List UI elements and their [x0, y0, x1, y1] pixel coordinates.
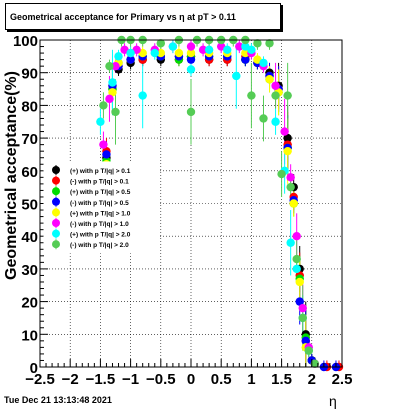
data-point — [253, 39, 262, 48]
data-point — [241, 55, 250, 64]
data-point — [295, 277, 304, 287]
data-point — [126, 48, 135, 58]
data-point — [111, 107, 120, 117]
data-point — [301, 336, 310, 346]
data-point — [286, 238, 295, 247]
data-point — [111, 61, 120, 71]
data-point — [235, 42, 244, 51]
data-point — [102, 150, 111, 159]
data-point — [126, 55, 135, 64]
data-point — [271, 91, 280, 100]
x-tick-label: 0 — [187, 371, 195, 388]
data-point — [298, 313, 307, 323]
y-tick-label: 80 — [21, 98, 38, 115]
data-point — [186, 42, 196, 51]
data-point — [289, 199, 298, 208]
y-tick-label: 20 — [21, 295, 38, 312]
x-tick-label: −2 — [62, 371, 79, 388]
data-point — [271, 81, 280, 90]
x-tick-label: −0.5 — [146, 371, 176, 388]
x-axis-label: η — [329, 393, 337, 409]
y-axis-label: Geometrical acceptance(%) — [3, 71, 20, 280]
data-point — [105, 61, 114, 71]
data-point — [277, 169, 286, 179]
data-point — [114, 52, 123, 61]
data-point — [156, 39, 165, 48]
legend-entry: (-) with p T/|q| > 2.0 — [70, 242, 129, 249]
y-tick-label: 10 — [21, 327, 38, 344]
data-point — [292, 232, 301, 241]
data-point — [186, 48, 196, 58]
data-point — [292, 254, 301, 264]
data-point — [295, 297, 304, 306]
data-point — [247, 91, 256, 100]
data-point — [186, 65, 196, 74]
data-point — [138, 91, 147, 100]
x-tick-label: −1 — [122, 371, 139, 388]
data-point — [108, 78, 117, 87]
axis-ticks: −2.5 −2 −1.5 −1 −0.5 0 0.5 1 1.5 2 2.5 0 10 20 30 40 50 6… — [13, 33, 352, 388]
y-tick-label: 60 — [21, 164, 38, 181]
data-points — [96, 35, 344, 372]
data-point — [259, 114, 268, 123]
data-point — [186, 55, 196, 64]
chart-title: Geometrical acceptance for Primary vs η … — [5, 3, 281, 30]
x-tick-label: 2 — [308, 371, 316, 388]
timestamp: Tue Dec 21 13:13:48 2021 — [4, 395, 112, 405]
legend-entry: (-) with p T/|q| > 1.0 — [70, 221, 129, 228]
data-point — [283, 146, 292, 156]
y-tick-label: 90 — [21, 66, 38, 83]
data-point — [96, 117, 105, 126]
y-tick-label: 40 — [21, 229, 38, 246]
x-tick-label: 2.5 — [332, 371, 353, 388]
data-point — [168, 42, 178, 51]
data-point — [99, 101, 108, 110]
y-tick-label: 30 — [21, 262, 38, 279]
data-point — [286, 173, 295, 182]
data-point — [310, 359, 320, 368]
data-point — [265, 39, 274, 48]
x-tick-label: −1.5 — [86, 371, 116, 388]
data-point — [150, 48, 159, 58]
legend-entry: (+) with p T/|q| > 0.1 — [70, 168, 131, 175]
data-point — [280, 127, 289, 136]
legend-entry: (-) with p T/|q| > 0.5 — [70, 200, 129, 207]
data-point — [298, 303, 307, 313]
legend-entry: (+) with p T/|q| > 1.0 — [70, 210, 131, 217]
data-point — [105, 94, 114, 104]
data-point — [271, 117, 280, 126]
data-point — [108, 88, 117, 97]
data-point — [99, 140, 108, 149]
data-point — [247, 45, 256, 55]
legend-entry: (-) with p T/|q| > 0.1 — [70, 179, 129, 186]
x-tick-label: −2.5 — [25, 371, 55, 388]
data-point — [223, 45, 232, 55]
data-point — [174, 48, 184, 58]
data-point — [283, 91, 292, 100]
data-point — [259, 58, 268, 68]
legend: (+) with p T/|q| > 0.1 (-) with p T/|q| >… — [43, 161, 159, 254]
y-tick-label: 0 — [30, 360, 38, 377]
data-point — [265, 75, 274, 84]
legend-box — [43, 161, 159, 254]
data-point — [286, 182, 295, 192]
data-point — [292, 264, 301, 274]
legend-entry: (+) with p T/|q| > 2.0 — [70, 232, 131, 239]
data-point — [283, 133, 292, 143]
data-point — [204, 45, 214, 55]
legend-entry: (+) with p T/|q| > 0.5 — [70, 189, 131, 196]
data-point — [186, 107, 196, 117]
data-point — [304, 346, 313, 355]
y-tick-label: 70 — [21, 131, 38, 148]
data-point — [232, 71, 241, 81]
x-tick-label: 1 — [247, 371, 255, 388]
y-tick-label: 100 — [13, 33, 38, 50]
data-point — [198, 45, 208, 55]
x-tick-label: 1.5 — [271, 371, 292, 388]
y-tick-label: 50 — [21, 197, 38, 214]
x-tick-label: 0.5 — [211, 371, 232, 388]
